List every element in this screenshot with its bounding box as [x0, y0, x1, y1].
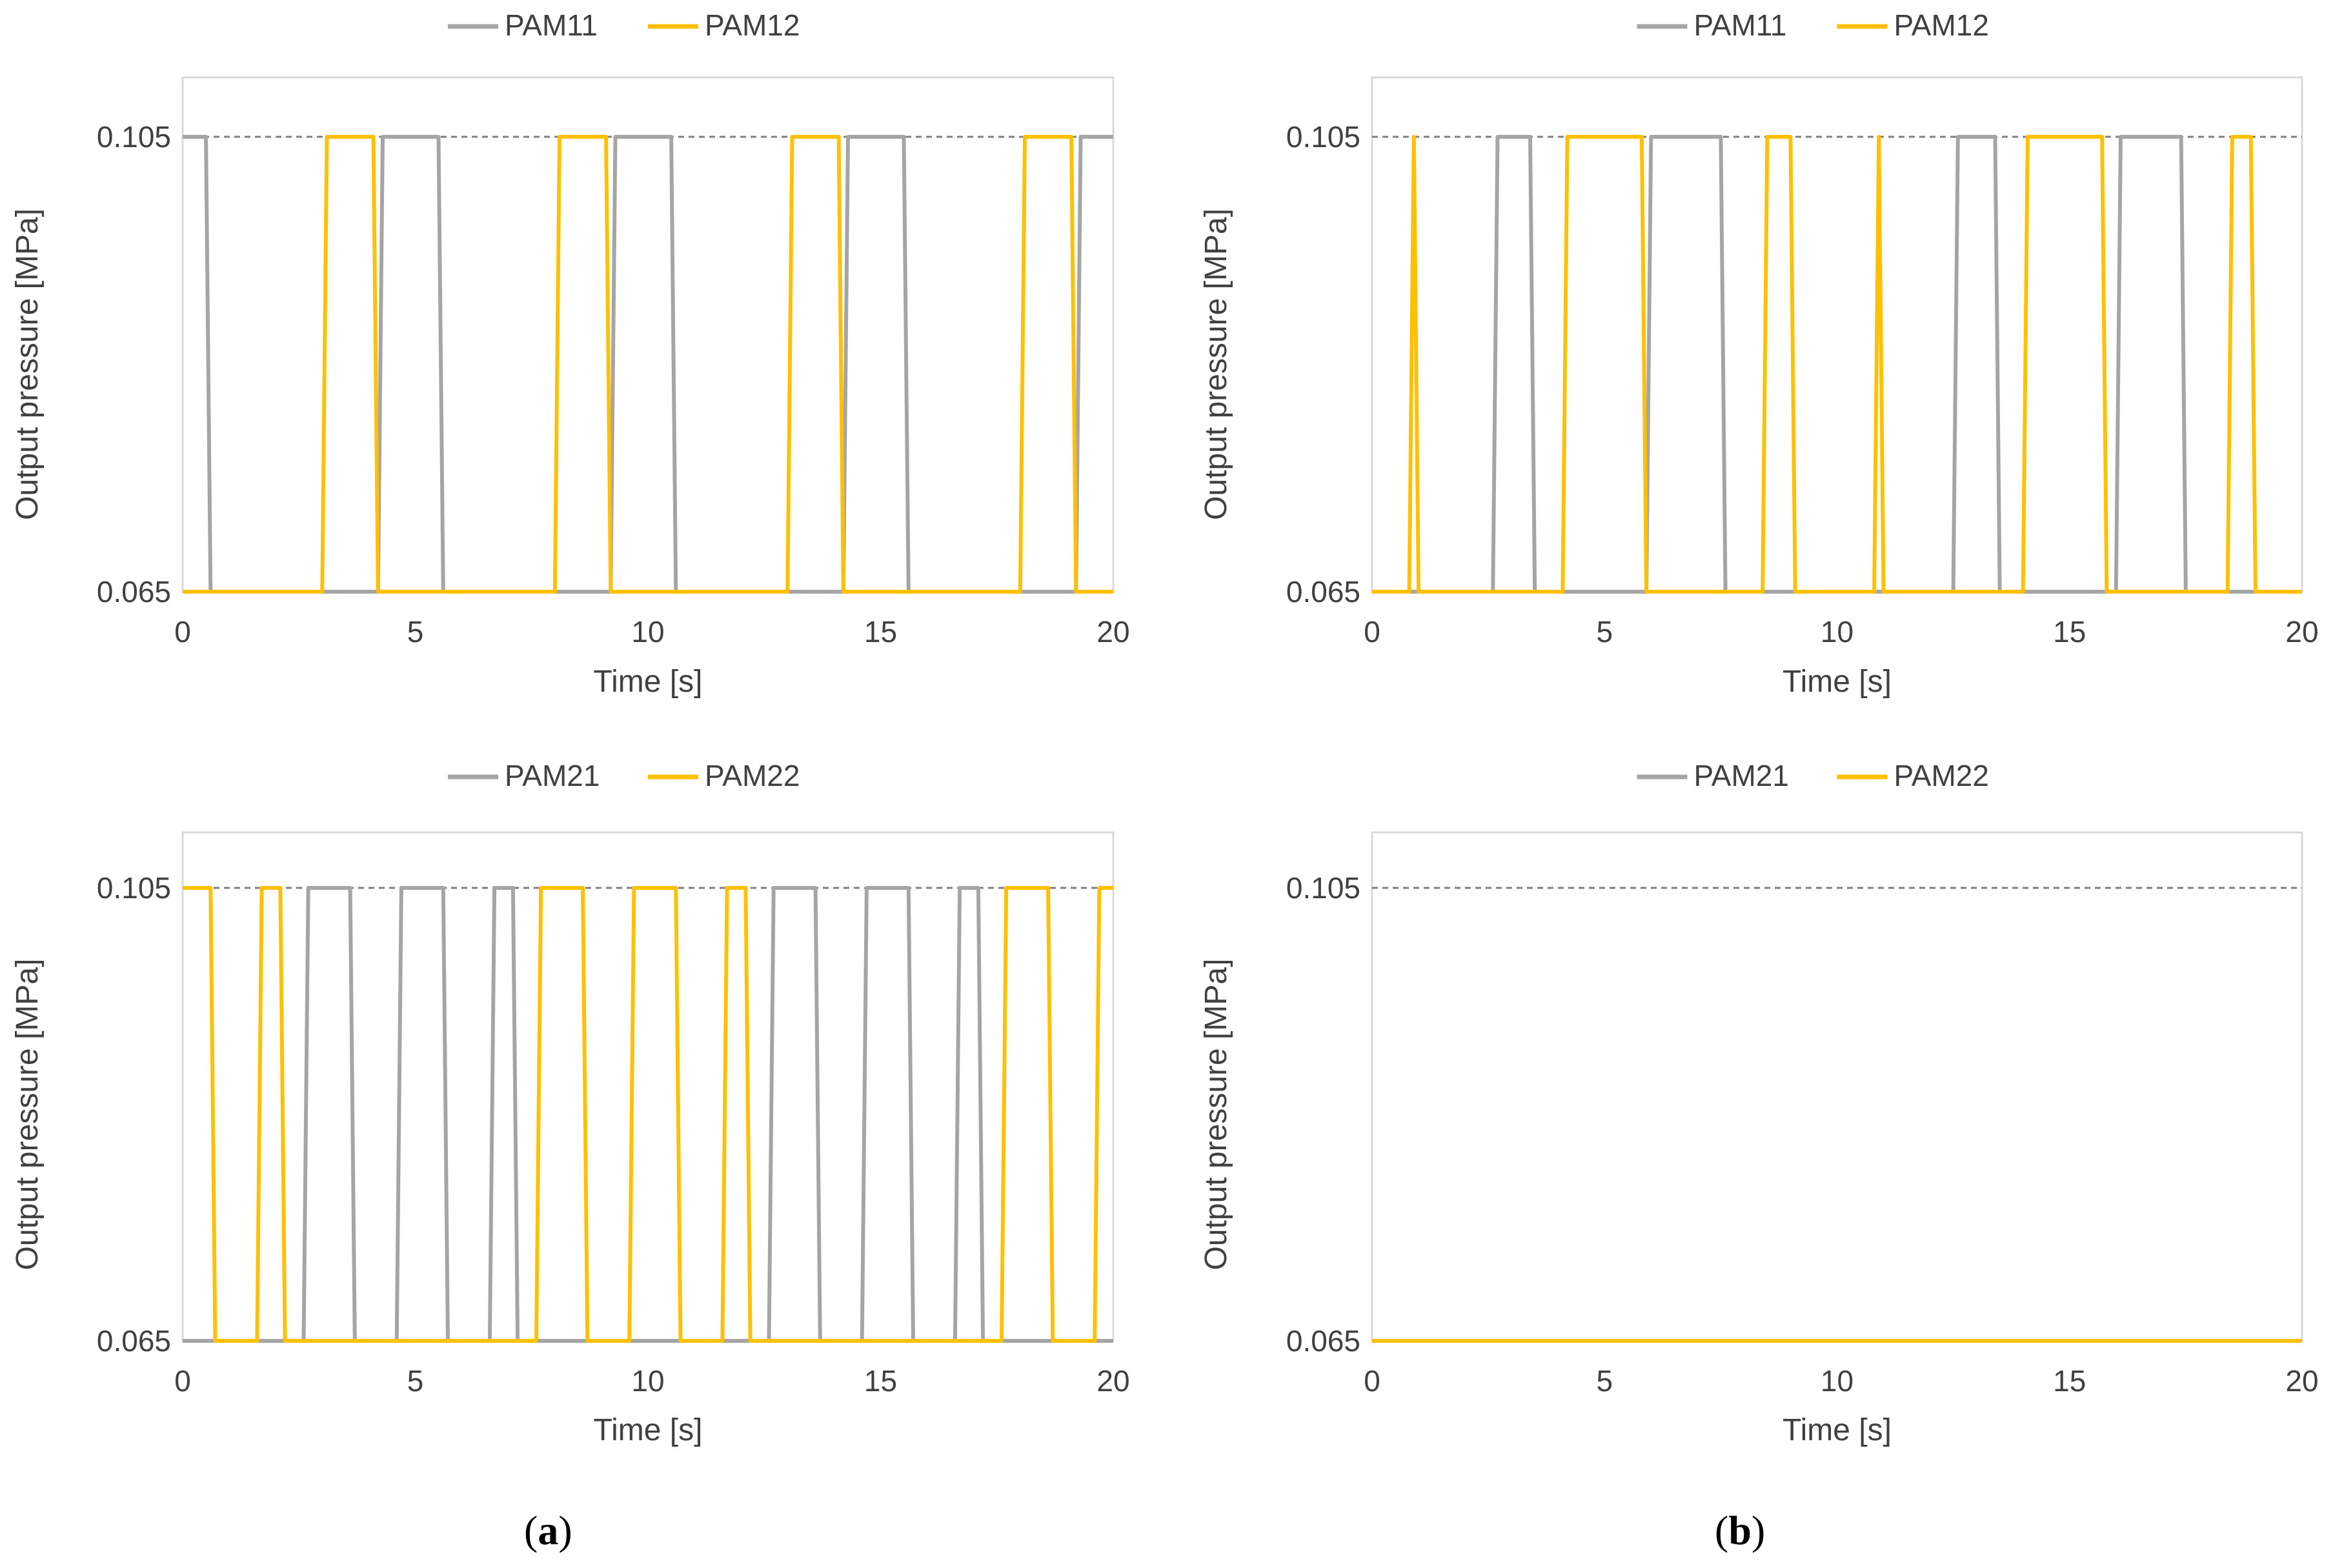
top-right-x-tick-label-4: 20: [2285, 615, 2318, 648]
top-right-legend-label-1: PAM12: [1894, 8, 1989, 42]
top-left-y-tick-label-0: 0.065: [97, 575, 171, 608]
top-left-series-line-pam12: [183, 135, 1113, 594]
bottom-left-x-tick-label-1: 5: [407, 1364, 424, 1398]
bottom-left-x-tick-label-3: 15: [864, 1364, 897, 1398]
figure-label-a-close: ): [558, 1507, 572, 1553]
bottom-left-y-tick-label-1: 0.105: [97, 871, 171, 905]
figure-label-b-letter: b: [1728, 1507, 1752, 1553]
top-right-y-tick-label-1: 0.105: [1286, 120, 1360, 154]
bottom-left-x-tick-label-0: 0: [174, 1364, 191, 1398]
top-right-x-tick-label-1: 5: [1596, 615, 1613, 648]
top-right-x-axis-title: Time [s]: [1783, 665, 1892, 699]
figure-label-a: (a): [524, 1507, 572, 1554]
figure-label-b-open: (: [1715, 1507, 1729, 1553]
figure-label-a-open: (: [524, 1507, 538, 1553]
top-right-x-tick-label-0: 0: [1364, 615, 1380, 648]
top-left-x-tick-label-0: 0: [174, 615, 191, 648]
top-right-legend-label-0: PAM11: [1694, 8, 1787, 42]
top-right-x-tick-label-2: 10: [1821, 615, 1853, 648]
bottom-left-x-tick-label-4: 20: [1096, 1364, 1129, 1398]
bottom-right-legend-label-1: PAM22: [1894, 759, 1989, 792]
bottom-right-x-axis-title: Time [s]: [1783, 1413, 1892, 1447]
bottom-left-legend-label-1: PAM22: [705, 759, 800, 792]
top-left-y-axis-title: Output pressure [MPa]: [10, 208, 45, 520]
bottom-right-x-tick-label-2: 10: [1821, 1364, 1853, 1398]
top-right-series-line-pam12: [1372, 135, 2302, 594]
bottom-right-plot-frame: [1371, 831, 2303, 1342]
figure-label-b-close: ): [1751, 1507, 1766, 1553]
bottom-right-x-tick-label-3: 15: [2053, 1364, 2086, 1398]
bottom-left-series-line-pam21: [183, 886, 1113, 1343]
bottom-left-x-tick-label-2: 10: [631, 1364, 664, 1398]
bottom-right-y-axis-title: Output pressure [MPa]: [1199, 959, 1233, 1271]
bottom-left-y-axis-title: Output pressure [MPa]: [10, 959, 45, 1271]
bottom-left-plot-frame: [181, 831, 1115, 1342]
top-left-y-tick-label-1: 0.105: [97, 120, 171, 154]
bottom-right-x-tick-label-0: 0: [1364, 1364, 1380, 1398]
top-left-x-tick-label-3: 15: [864, 615, 897, 648]
top-left-x-tick-label-4: 20: [1096, 615, 1129, 648]
top-right-x-tick-label-3: 15: [2053, 615, 2086, 648]
top-left-x-axis-title: Time [s]: [594, 665, 703, 699]
top-right-plot-frame: [1371, 76, 2303, 593]
top-left-legend-label-0: PAM11: [505, 8, 598, 42]
top-right-y-axis-title: Output pressure [MPa]: [1199, 208, 1233, 520]
bottom-right-legend-label-0: PAM21: [1694, 759, 1789, 792]
top-left-legend-label-1: PAM12: [705, 8, 800, 42]
top-left-x-tick-label-2: 10: [631, 615, 664, 648]
bottom-right-x-tick-label-1: 5: [1596, 1364, 1613, 1398]
top-left-x-tick-label-1: 5: [407, 615, 424, 648]
bottom-right-x-tick-label-4: 20: [2285, 1364, 2318, 1398]
figure-label-a-letter: a: [538, 1507, 559, 1553]
bottom-left-legend-label-0: PAM21: [505, 759, 600, 792]
bottom-right-y-tick-label-0: 0.065: [1286, 1324, 1360, 1358]
bottom-left-y-tick-label-0: 0.065: [97, 1324, 171, 1358]
top-right-series-line-pam11: [1372, 135, 2302, 594]
top-right-y-tick-label-0: 0.065: [1286, 575, 1360, 608]
bottom-left-series-line-pam22: [183, 886, 1113, 1343]
figure-label-b: (b): [1715, 1507, 1765, 1554]
bottom-right-y-tick-label-1: 0.105: [1286, 871, 1360, 905]
bottom-left-x-axis-title: Time [s]: [594, 1413, 703, 1447]
